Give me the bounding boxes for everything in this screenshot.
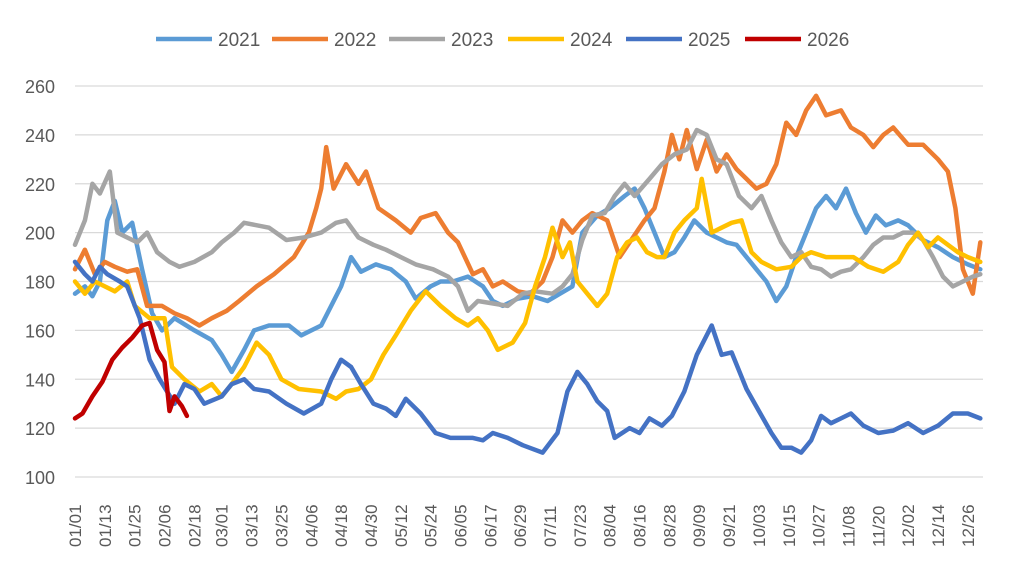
x-tick-label: 06/17 xyxy=(481,504,500,547)
y-tick-label: 220 xyxy=(25,175,55,195)
legend-item-2022: 2022 xyxy=(272,30,376,51)
y-tick-label: 140 xyxy=(25,370,55,390)
x-tick-label: 03/13 xyxy=(243,504,262,547)
y-tick-label: 120 xyxy=(25,419,55,439)
y-tick-label: 200 xyxy=(25,224,55,244)
x-tick-label: 08/04 xyxy=(601,504,620,547)
x-tick-label: 01/13 xyxy=(96,504,115,547)
x-tick-label: 05/24 xyxy=(422,504,441,547)
x-tick-label: 12/26 xyxy=(959,504,978,547)
x-tick-label: 02/06 xyxy=(156,504,175,547)
y-axis-ticks: 100 120 140 160 180 200 220 240 260 xyxy=(25,77,55,488)
legend-item-2025: 2025 xyxy=(626,30,730,51)
x-tick-label: 10/03 xyxy=(750,504,769,547)
legend: 2021 2022 2023 2024 2025 2026 xyxy=(156,30,849,51)
x-tick-label: 03/25 xyxy=(272,504,291,547)
legend-label: 2026 xyxy=(807,30,849,51)
series-line-2025 xyxy=(72,259,983,455)
x-tick-label: 02/18 xyxy=(185,504,204,547)
x-tick-label: 04/18 xyxy=(332,504,351,547)
series-line-2023 xyxy=(72,127,983,314)
legend-item-2026: 2026 xyxy=(745,30,849,51)
legend-label: 2024 xyxy=(570,30,613,51)
x-tick-label: 09/21 xyxy=(720,504,739,547)
x-tick-label: 12/14 xyxy=(929,504,948,547)
gridlines xyxy=(75,85,983,478)
y-tick-label: 100 xyxy=(25,468,55,488)
series-line-2024 xyxy=(72,176,983,402)
x-tick-label: 06/29 xyxy=(511,504,530,547)
legend-label: 2023 xyxy=(451,30,493,51)
legend-label: 2022 xyxy=(334,30,376,51)
series-line-2021 xyxy=(72,186,983,375)
x-tick-label: 01/25 xyxy=(126,504,145,547)
x-tick-label: 06/05 xyxy=(451,504,470,547)
y-tick-label: 180 xyxy=(25,273,55,293)
x-tick-label: 12/02 xyxy=(899,504,918,547)
x-tick-label: 07/23 xyxy=(571,504,590,547)
x-tick-label: 04/30 xyxy=(362,504,381,547)
series-line-2026 xyxy=(72,320,190,421)
y-tick-label: 260 xyxy=(25,77,55,97)
y-tick-label: 160 xyxy=(25,321,55,341)
x-tick-label: 05/12 xyxy=(392,504,411,547)
legend-label: 2021 xyxy=(218,30,260,51)
legend-label: 2025 xyxy=(688,30,730,51)
legend-item-2023: 2023 xyxy=(389,30,493,51)
x-tick-label: 09/09 xyxy=(690,504,709,547)
legend-item-2021: 2021 xyxy=(156,30,260,51)
legend-item-2024: 2024 xyxy=(508,30,613,51)
x-tick-label: 03/01 xyxy=(213,504,232,547)
y-tick-label: 240 xyxy=(25,126,55,146)
x-tick-label: 10/27 xyxy=(810,504,829,547)
x-tick-label: 11/08 xyxy=(839,506,858,547)
x-tick-label: 01/01 xyxy=(66,504,85,547)
x-tick-label: 10/15 xyxy=(780,504,799,547)
x-tick-label: 08/16 xyxy=(631,504,650,547)
x-tick-label: 04/06 xyxy=(302,504,321,547)
series-lines xyxy=(72,93,983,455)
x-axis-ticks: 01/01 01/13 01/25 02/06 02/18 03/01 03/13 03/25… xyxy=(66,504,978,547)
x-tick-label: 08/28 xyxy=(660,504,679,547)
x-tick-label: 07/11 xyxy=(541,506,560,547)
x-tick-label: 11/20 xyxy=(869,506,888,547)
